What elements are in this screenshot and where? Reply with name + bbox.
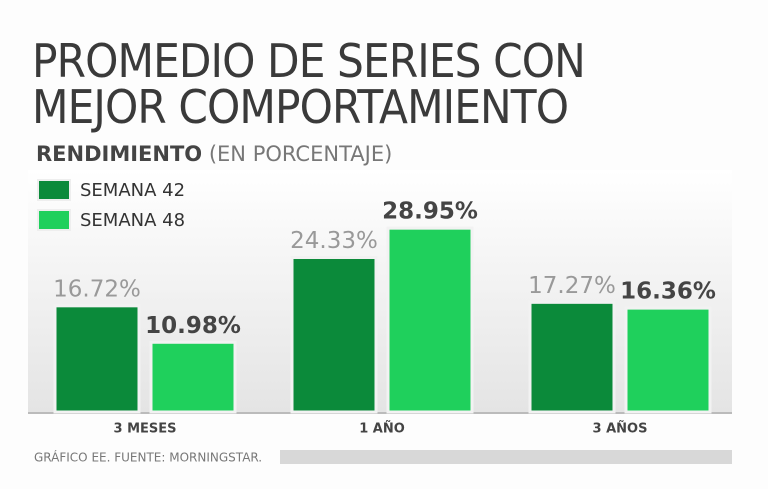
value-label: 17.27% <box>528 273 616 299</box>
x-tick-label: 1 AÑO <box>359 421 405 437</box>
bar <box>149 340 237 414</box>
value-label: 28.95% <box>382 199 478 225</box>
value-label: 16.36% <box>620 279 716 305</box>
legend-label: SEMANA 42 <box>80 180 185 201</box>
bar <box>528 300 616 414</box>
bar <box>386 226 474 414</box>
value-label: 16.72% <box>53 276 141 302</box>
source: GRÁFICO EE. FUENTE: MORNINGSTAR. <box>34 450 262 465</box>
chart-title: PROMEDIO DE SERIES CON MEJOR COMPORTAMIE… <box>32 34 586 134</box>
subtitle: RENDIMIENTO (EN PORCENTAJE) <box>36 142 392 166</box>
subtitle-note: (EN PORCENTAJE) <box>208 142 393 166</box>
bar <box>624 306 712 414</box>
subtitle-main: RENDIMIENTO <box>36 142 203 166</box>
source-strip <box>280 450 732 464</box>
bar <box>290 256 378 414</box>
legend-swatch <box>37 179 71 201</box>
x-tick-label: 3 MESES <box>114 422 177 437</box>
legend-label: SEMANA 48 <box>80 210 185 231</box>
value-label: 24.33% <box>290 228 378 254</box>
bar <box>53 304 141 414</box>
value-label: 10.98% <box>145 313 241 339</box>
x-tick-label: 3 AÑOS <box>593 421 648 437</box>
legend-swatch <box>37 209 71 231</box>
